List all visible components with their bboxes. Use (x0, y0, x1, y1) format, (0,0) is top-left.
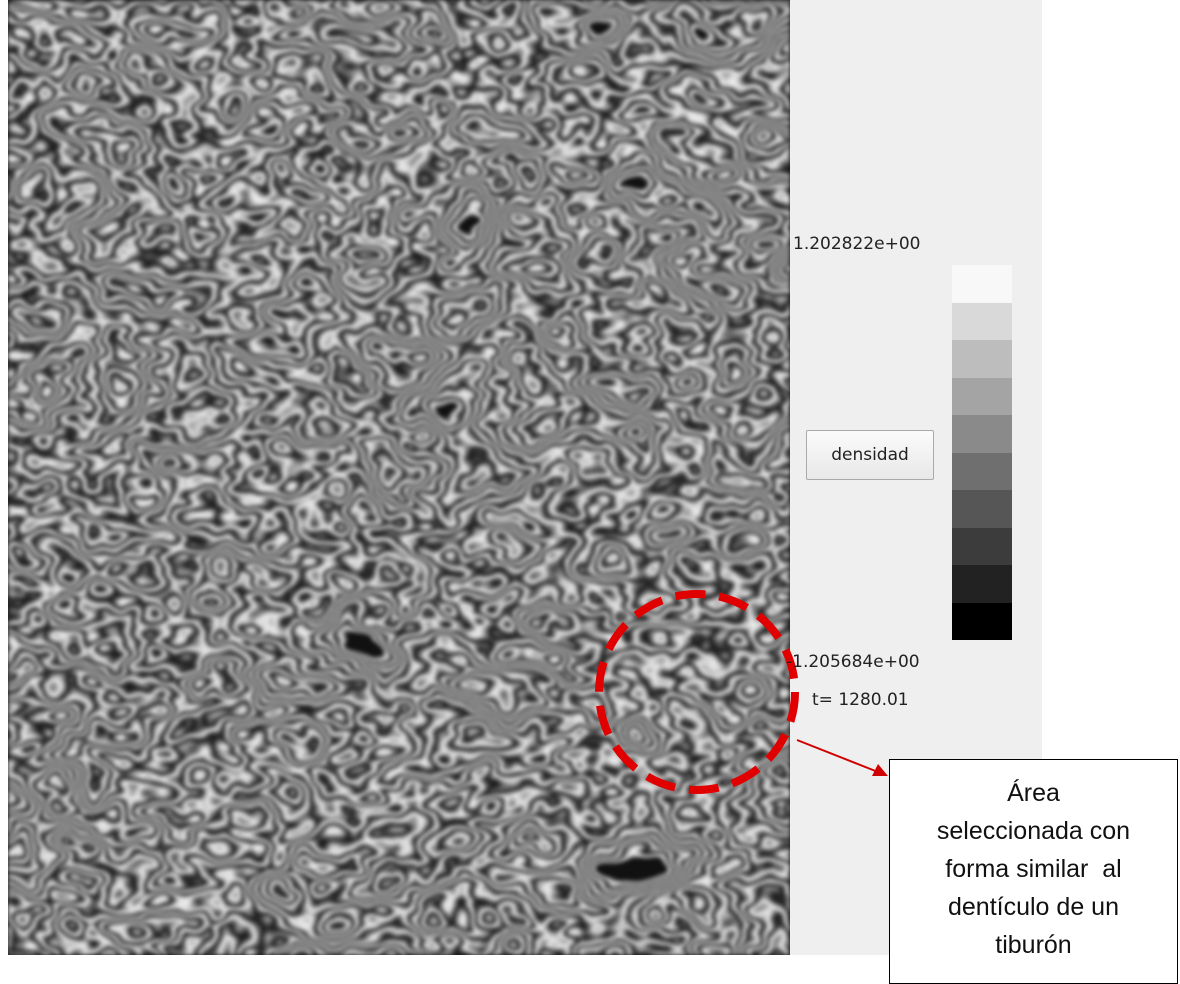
annotation-line: seleccionada con (890, 812, 1177, 850)
annotation-line: Área (890, 774, 1177, 812)
annotation-line: tiburón (890, 926, 1177, 964)
colorbar-min: -1.205684e+00 (786, 652, 920, 672)
field-button[interactable]: densidad (806, 430, 934, 480)
arrow (797, 740, 888, 776)
annotation-line: forma similar al (890, 850, 1177, 888)
density-field (8, 0, 790, 955)
screen: 1.202822e+00 densidad -1.205684e+00 t= 1… (0, 0, 1180, 984)
annotation-line: dentículo de un (890, 888, 1177, 926)
colorbar-max: 1.202822e+00 (793, 234, 920, 254)
colorbar (952, 265, 1012, 640)
time-label: t= 1280.01 (812, 690, 909, 710)
